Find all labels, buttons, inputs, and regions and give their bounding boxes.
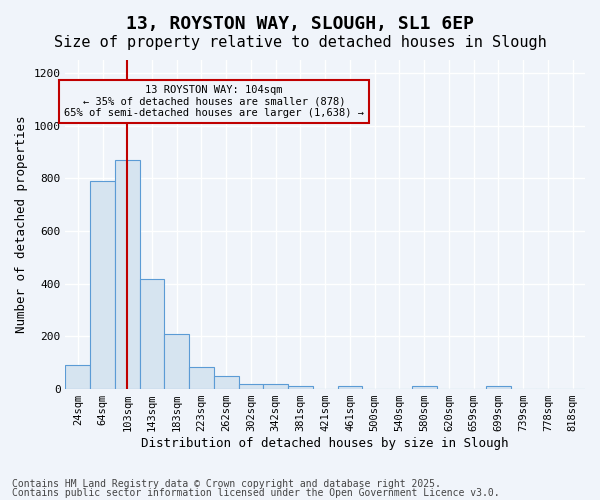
Y-axis label: Number of detached properties: Number of detached properties xyxy=(15,116,28,334)
Bar xyxy=(239,384,263,389)
Bar xyxy=(65,366,90,389)
Bar xyxy=(263,384,288,389)
Bar xyxy=(214,376,239,389)
Bar xyxy=(164,334,189,389)
Bar xyxy=(140,278,164,389)
Bar xyxy=(412,386,437,389)
Bar xyxy=(90,181,115,389)
Text: Contains public sector information licensed under the Open Government Licence v3: Contains public sector information licen… xyxy=(12,488,500,498)
Bar xyxy=(486,386,511,389)
X-axis label: Distribution of detached houses by size in Slough: Distribution of detached houses by size … xyxy=(142,437,509,450)
Text: 13 ROYSTON WAY: 104sqm
← 35% of detached houses are smaller (878)
65% of semi-de: 13 ROYSTON WAY: 104sqm ← 35% of detached… xyxy=(64,85,364,118)
Bar xyxy=(115,160,140,389)
Bar xyxy=(338,386,362,389)
Text: Contains HM Land Registry data © Crown copyright and database right 2025.: Contains HM Land Registry data © Crown c… xyxy=(12,479,441,489)
Text: 13, ROYSTON WAY, SLOUGH, SL1 6EP: 13, ROYSTON WAY, SLOUGH, SL1 6EP xyxy=(126,15,474,33)
Bar xyxy=(288,386,313,389)
Bar xyxy=(189,366,214,389)
Text: Size of property relative to detached houses in Slough: Size of property relative to detached ho… xyxy=(53,35,547,50)
